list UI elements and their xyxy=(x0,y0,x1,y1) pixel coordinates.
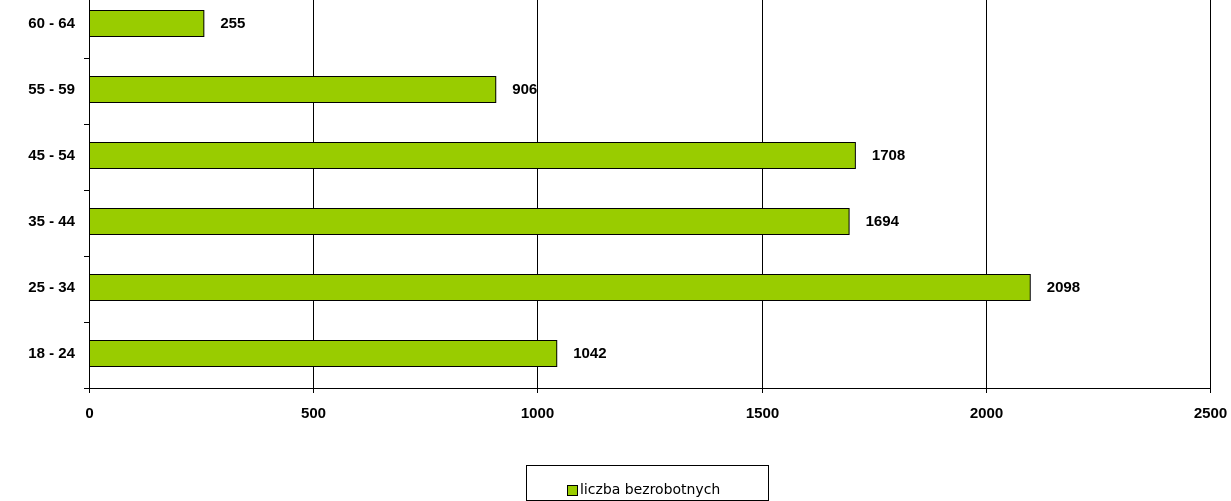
data-label: 1042 xyxy=(573,345,606,362)
bar xyxy=(89,10,205,37)
x-tick-label: 2000 xyxy=(970,405,1003,422)
bar xyxy=(89,340,558,367)
bar xyxy=(89,142,856,169)
legend: liczba bezrobotnych xyxy=(526,465,769,501)
category-label: 35 - 44 xyxy=(28,213,75,230)
bars xyxy=(89,10,1031,367)
category-label: 55 - 59 xyxy=(28,81,75,98)
data-label: 1694 xyxy=(866,213,900,230)
legend-label: liczba bezrobotnych xyxy=(580,482,721,498)
data-label: 255 xyxy=(220,15,245,32)
category-label: 18 - 24 xyxy=(28,345,75,362)
bar xyxy=(89,274,1031,301)
x-tick-label: 2500 xyxy=(1194,405,1227,422)
data-label: 1708 xyxy=(872,147,905,164)
bar xyxy=(89,76,497,103)
legend-swatch xyxy=(567,484,578,496)
x-tick-label: 1500 xyxy=(746,405,779,422)
data-label: 906 xyxy=(512,81,537,98)
x-tick-label: 500 xyxy=(301,405,326,422)
x-tick-label: 1000 xyxy=(521,405,554,422)
category-label: 60 - 64 xyxy=(28,15,75,32)
x-tick-label: 0 xyxy=(85,405,93,422)
legend-item: liczba bezrobotnych xyxy=(567,482,720,498)
axes xyxy=(84,0,1211,393)
data-label: 2098 xyxy=(1047,279,1080,296)
bar xyxy=(89,208,850,235)
category-label: 45 - 54 xyxy=(28,147,75,164)
category-label: 25 - 34 xyxy=(28,279,75,296)
grid-lines xyxy=(313,0,1211,388)
labels: 0 500 1000 1500 2000 2500 18 - 24 1042 25 - 34 20… xyxy=(28,15,1227,422)
